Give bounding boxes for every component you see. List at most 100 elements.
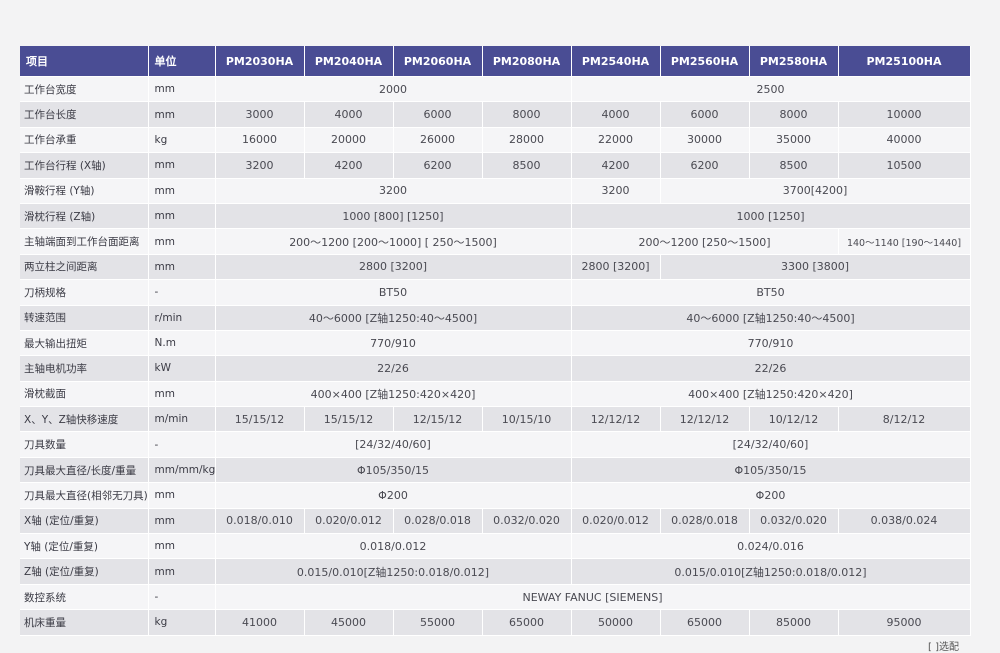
spec-value: 0.032/0.020 [749,508,839,535]
spec-label: 工作台长度 [20,101,149,128]
spec-value: 65000 [482,609,572,636]
spec-value: 22/26 [215,355,572,382]
spec-value: 35000 [749,127,839,154]
spec-row: 数控系统 - NEWAY FANUC [SIEMENS] [20,584,971,611]
spec-value: 26000 [393,127,483,154]
spec-value: 8500 [482,152,572,179]
spec-unit: kW [148,355,216,382]
header-model: PM2060HA [393,46,483,77]
spec-value: 6000 [393,101,483,128]
spec-value: 4000 [571,101,661,128]
spec-row: X轴 (定位/重复) mm 0.018/0.010 0.020/0.012 0.028/… [20,508,971,535]
spec-table: 项目 单位 PM2030HA PM2040HA PM2060HA PM2080H… [20,46,971,636]
spec-value: 65000 [660,609,750,636]
spec-label: X轴 (定位/重复) [20,508,149,535]
spec-label: 滑枕截面 [20,381,149,408]
spec-value: 770/910 [571,330,971,357]
spec-unit: mm [148,101,216,128]
spec-label: 刀柄规格 [20,279,149,306]
spec-value: 3200 [571,178,661,204]
spec-value: 22/26 [571,355,971,382]
spec-label: Y轴 (定位/重复) [20,533,149,560]
spec-value: 40000 [838,127,971,154]
spec-row: 主轴端面到工作台面距离 mm 200～1200 [200～1000] [ 250～1… [20,228,971,255]
spec-row: 刀具数量 - [24/32/40/60] [24/32/40/60] [20,431,971,458]
spec-value: 200～1200 [200～1000] [ 250～1500] [215,228,572,255]
spec-value: 28000 [482,127,572,154]
spec-table-body: 工作台宽度 mm 2000 2500 工作台长度 mm 3000 4000 6000 8000 40… [20,76,971,636]
spec-row: 刀柄规格 - BT50 BT50 [20,279,971,306]
spec-value: 0.028/0.018 [393,508,483,535]
spec-value: 0.020/0.012 [571,508,661,535]
spec-unit: mm/mm/kg [148,457,216,484]
spec-unit: m/min [148,406,216,433]
spec-value: 6200 [660,152,750,179]
spec-value: 0.015/0.010[Z轴1250:0.018/0.012] [215,558,572,585]
spec-value: 15/15/12 [215,406,305,433]
spec-unit: mm [148,178,216,204]
spec-value: 41000 [215,609,305,636]
spec-value: 0.024/0.016 [571,533,971,560]
header-model: PM2560HA [660,46,750,77]
spec-value: NEWAY FANUC [SIEMENS] [215,584,971,611]
spec-value: 40～6000 [Z轴1250:40～4500] [571,305,971,331]
spec-row: 主轴电机功率 kW 22/26 22/26 [20,355,971,382]
header-unit: 单位 [148,46,216,77]
spec-label: 主轴电机功率 [20,355,149,382]
header-model: PM2040HA [304,46,394,77]
spec-value: 12/15/12 [393,406,483,433]
spec-unit: mm [148,508,216,535]
spec-value: 0.028/0.018 [660,508,750,535]
header-model: PM2540HA [571,46,661,77]
spec-label: 滑枕行程 (Z轴) [20,203,149,230]
spec-unit: kg [148,127,216,154]
spec-label: 刀具最大直径(相邻无刀具) [20,482,149,509]
spec-value: 8/12/12 [838,406,971,433]
spec-unit: mm [148,254,216,281]
spec-label: 刀具数量 [20,431,149,458]
spec-value: 1000 [800] [1250] [215,203,572,230]
spec-label: 工作台行程 (X轴) [20,152,149,179]
spec-label: 工作台宽度 [20,76,149,103]
spec-row: 滑枕截面 mm 400×400 [Z轴1250:420×420] 400×400 [Z… [20,381,971,408]
spec-value: BT50 [571,279,971,306]
spec-value: 770/910 [215,330,572,357]
spec-unit: r/min [148,305,216,331]
spec-label: Z轴 (定位/重复) [20,558,149,585]
spec-label: X、Y、Z轴快移速度 [20,406,149,433]
spec-value: 2800 [3200] [215,254,572,281]
spec-value: 0.015/0.010[Z轴1250:0.018/0.012] [571,558,971,585]
spec-table-container: 项目 单位 PM2030HA PM2040HA PM2060HA PM2080H… [20,46,971,636]
spec-value: 95000 [838,609,971,636]
spec-label: 主轴端面到工作台面距离 [20,228,149,255]
spec-value: Φ200 [215,482,572,509]
spec-value: 85000 [749,609,839,636]
spec-value: 50000 [571,609,661,636]
header-item: 项目 [20,46,149,77]
spec-value: 12/12/12 [571,406,661,433]
spec-value: 8500 [749,152,839,179]
spec-value: BT50 [215,279,572,306]
spec-value: 10500 [838,152,971,179]
spec-value: 3200 [215,178,572,204]
optional-footnote: [ ]选配 [928,642,959,653]
spec-label: 工作台承重 [20,127,149,154]
spec-unit: mm [148,533,216,560]
spec-value: 2800 [3200] [571,254,661,281]
header-model: PM2080HA [482,46,572,77]
spec-value: 10000 [838,101,971,128]
spec-value: 400×400 [Z轴1250:420×420] [571,381,971,408]
spec-value: 0.038/0.024 [838,508,971,535]
header-model: PM2580HA [749,46,839,77]
spec-unit: - [148,431,216,458]
spec-value: 10/15/10 [482,406,572,433]
spec-unit: kg [148,609,216,636]
spec-row: 刀具最大直径(相邻无刀具) mm Φ200 Φ200 [20,482,971,509]
spec-value: 16000 [215,127,305,154]
header-row: 项目 单位 PM2030HA PM2040HA PM2060HA PM2080H… [20,46,971,77]
spec-label: 两立柱之间距离 [20,254,149,281]
spec-value: Φ105/350/15 [215,457,572,484]
spec-unit: N.m [148,330,216,357]
spec-value: 22000 [571,127,661,154]
spec-unit: - [148,584,216,611]
